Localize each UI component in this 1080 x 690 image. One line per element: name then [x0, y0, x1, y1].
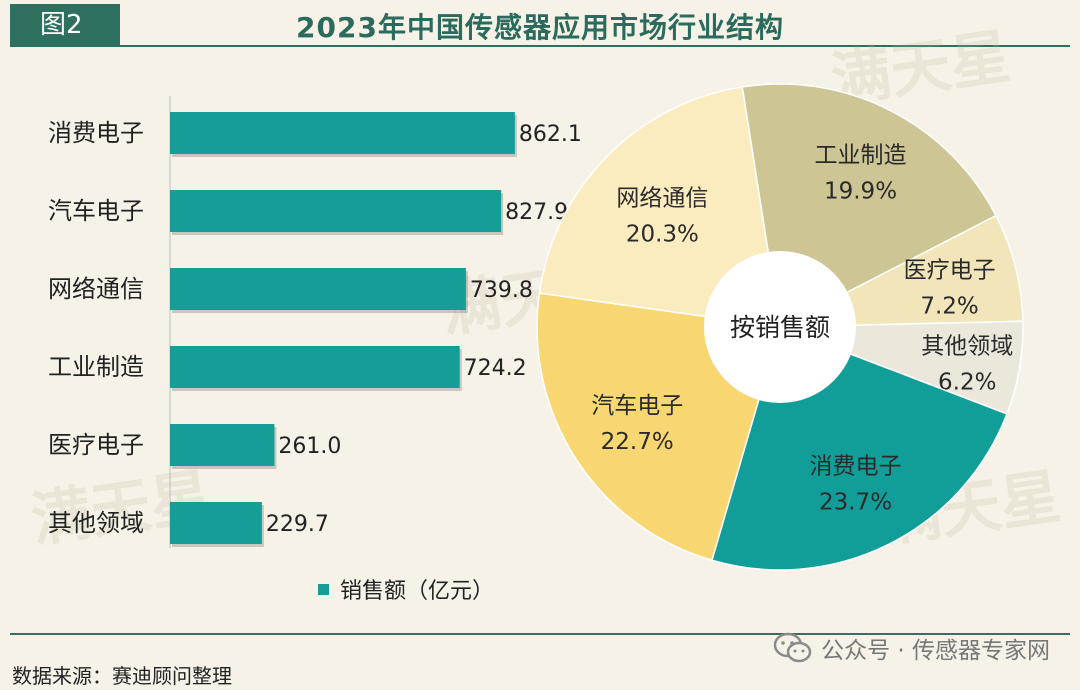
wechat-attribution: 公众号 · 传感器专家网	[773, 632, 1050, 664]
bar	[170, 190, 502, 232]
page-title: 2023年中国传感器应用市场行业结构	[296, 11, 784, 44]
wechat-label: 公众号 · 传感器专家网	[821, 638, 1050, 664]
legend-label: 销售额（亿元）	[340, 579, 494, 604]
pie-slice	[538, 86, 781, 328]
bar-category-label: 消费电子	[48, 119, 144, 147]
bar-value-label: 739.8	[470, 278, 533, 303]
pie-slice-label: 医疗电子	[904, 258, 996, 284]
bar-value-label: 261.0	[278, 434, 341, 459]
pie-slice-percent: 19.9%	[824, 178, 897, 204]
footer-divider	[10, 633, 1070, 635]
pie-slice-percent: 20.3%	[626, 221, 699, 247]
source-note: 数据来源：赛迪顾问整理	[12, 664, 232, 688]
pie-slice-label: 消费电子	[810, 453, 902, 479]
bar	[170, 502, 262, 544]
pie-slice-percent: 23.7%	[819, 489, 892, 515]
pie-slice-percent: 22.7%	[601, 429, 674, 455]
pie-slice-percent: 7.2%	[920, 294, 978, 320]
bar-category-label: 工业制造	[48, 353, 144, 381]
pie-slice-label: 工业制造	[815, 142, 907, 168]
bar-value-label: 229.7	[266, 512, 329, 537]
bar	[170, 112, 515, 154]
bar-category-label: 网络通信	[48, 275, 144, 303]
title-divider	[10, 45, 1070, 47]
pie-slice-label: 其他领域	[921, 333, 1013, 359]
wechat-icon	[773, 632, 812, 663]
bar	[170, 346, 460, 388]
figure-label: 图2	[10, 4, 120, 46]
pie-slice-label: 汽车电子	[591, 393, 683, 419]
legend-swatch	[318, 584, 329, 595]
donut-hole	[704, 251, 856, 403]
bar-category-label: 其他领域	[48, 509, 144, 537]
pie-slice-label: 网络通信	[616, 185, 708, 211]
bar-value-label: 862.1	[519, 122, 582, 147]
bar-category-label: 汽车电子	[48, 197, 144, 225]
bar-value-label: 827.9	[505, 200, 568, 225]
bar-category-label: 医疗电子	[48, 431, 144, 459]
bar	[170, 424, 275, 466]
bar	[170, 268, 466, 310]
bar-value-label: 724.2	[464, 356, 527, 381]
donut-center-label: 按销售额	[730, 313, 830, 342]
